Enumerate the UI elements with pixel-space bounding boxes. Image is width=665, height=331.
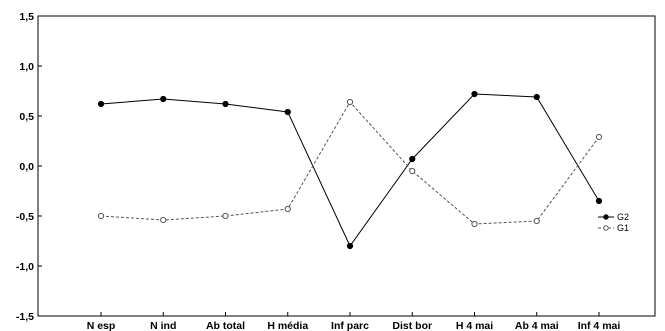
x-axis: N esp N ind Ab total H média Inf parc Dist bo… [87, 312, 621, 331]
legend-label-g1: G1 [617, 223, 629, 233]
x-tick-label: Inf 4 mai [578, 320, 621, 331]
y-tick-label: 1,0 [19, 61, 34, 73]
x-tick-label: Ab total [206, 320, 245, 331]
point-g2 [346, 242, 354, 250]
point-g1 [284, 205, 291, 213]
series-line-g2 [100, 93, 600, 247]
point-g2 [222, 100, 229, 108]
point-g1 [595, 133, 603, 141]
point-g2 [409, 155, 416, 163]
x-tick-label: Dist bor [392, 320, 432, 331]
x-tick-label: N esp [87, 320, 116, 331]
y-tick-label: -1,5 [16, 311, 34, 323]
legend-label-g2: G2 [617, 212, 629, 222]
series-line-g1 [100, 101, 600, 225]
point-g2 [595, 197, 603, 205]
point-g1 [97, 212, 105, 220]
x-tick-label: H 4 mai [456, 320, 493, 331]
x-tick-label: Inf parc [331, 320, 369, 331]
legend-marker-g2 [603, 214, 609, 220]
point-g1 [409, 167, 416, 175]
plot-frame [37, 15, 656, 317]
legend-marker-g1 [603, 225, 609, 231]
y-axis: 1,5 1,0 0,5 0,0 -0,5 -1,0 -1,5 [16, 11, 42, 323]
series-layer [97, 90, 603, 250]
point-g2 [97, 100, 105, 108]
y-tick-label: 0,5 [19, 111, 34, 123]
point-g2 [160, 95, 167, 103]
point-g2 [471, 90, 478, 98]
x-tick-label: Ab 4 mai [515, 320, 559, 331]
y-tick-label: 0,0 [19, 161, 34, 173]
x-tick-label: N ind [150, 320, 176, 331]
point-g1 [533, 217, 540, 225]
y-tick-label: 1,5 [19, 11, 34, 23]
point-g1 [346, 98, 354, 106]
y-tick-label: -0,5 [16, 211, 34, 223]
y-tick-label: -1,0 [16, 261, 34, 273]
point-g1 [160, 216, 167, 224]
x-tick-label: H média [267, 320, 308, 331]
point-g1 [222, 212, 229, 220]
point-g1 [471, 220, 478, 228]
point-g2 [284, 108, 291, 116]
point-g2 [533, 93, 540, 101]
